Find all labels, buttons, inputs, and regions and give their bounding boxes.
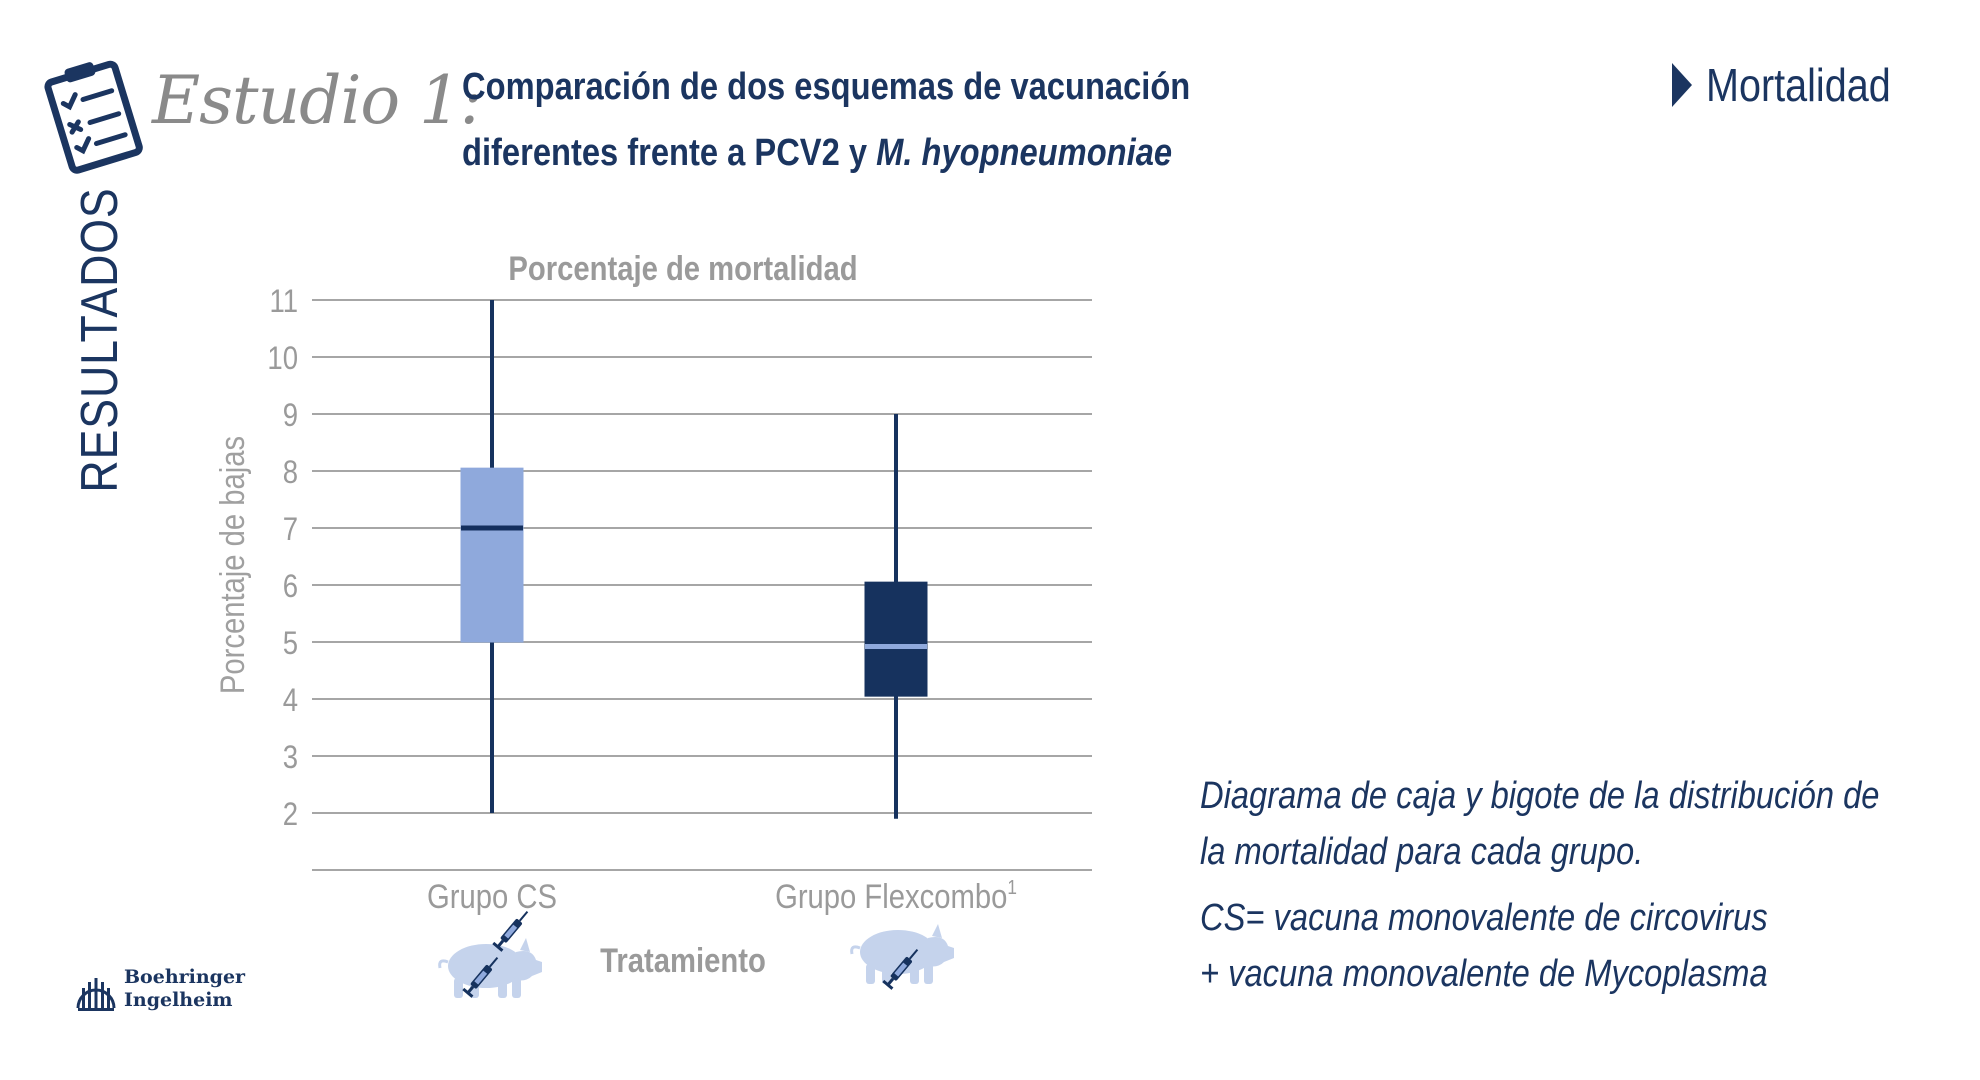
- y-tick-label: 8: [283, 455, 298, 490]
- note-line-1: Diagrama de caja y bigote de la distribu…: [1200, 775, 1880, 817]
- box-layer: [460, 300, 928, 819]
- icon-layer: [438, 910, 954, 998]
- syringe-icon: [882, 948, 919, 990]
- note-line-4: + vacuna monovalente de Mycoplasma: [1200, 953, 1768, 995]
- y-tick-label: 6: [283, 569, 298, 604]
- y-tick-label: 11: [269, 284, 298, 319]
- y-tick-label: 10: [267, 341, 298, 376]
- logo-text: Boehringer Ingelheim: [124, 966, 245, 1012]
- x-axis-label: Tratamiento: [600, 941, 766, 980]
- clipboard-checklist-icon: [44, 60, 143, 174]
- logo-line-2: Ingelheim: [124, 989, 233, 1011]
- label-layer: Porcentaje de mortalidad 2 3 4 5 6 7 8 9 10 11 Porc…: [213, 249, 1017, 980]
- syringe-icon: [462, 956, 499, 998]
- chart-notes: Diagrama de caja y bigote de la distribu…: [1200, 768, 1880, 1002]
- x-tick-label: Grupo CS: [427, 877, 557, 916]
- section-tag-label: Mortalidad: [1706, 59, 1891, 111]
- y-tick-label: 5: [283, 626, 298, 661]
- y-tick-label: 3: [283, 740, 298, 775]
- chart-title: Porcentaje de mortalidad: [508, 249, 857, 288]
- title-line-1: Comparación de dos esquemas de vacunació…: [462, 66, 1191, 108]
- title-line-2-italic: M. hyopneumoniae: [876, 132, 1173, 174]
- title-line-2-plain: diferentes frente a PCV2 y: [462, 132, 877, 174]
- box: [864, 581, 928, 697]
- pig-one-syringe-icon: [850, 924, 954, 984]
- box: [460, 467, 524, 643]
- y-tick-label: 2: [283, 797, 298, 832]
- note-line-3: CS= vacuna monovalente de circovirus: [1200, 897, 1768, 939]
- section-tag: Mortalidad: [1672, 58, 1921, 112]
- x-tick-label: Grupo Flexcombo1: [775, 876, 1017, 916]
- logo-line-1: Boehringer: [124, 966, 246, 988]
- y-axis-label: Porcentaje de bajas: [213, 436, 252, 694]
- play-triangle-icon: [1672, 63, 1692, 107]
- study-label: Estudio 1:: [152, 62, 482, 139]
- y-tick-label: 4: [283, 683, 298, 718]
- syringe-icon: [492, 910, 529, 952]
- note-line-2: la mortalidad para cada grupo.: [1200, 831, 1644, 873]
- y-tick-label: 9: [283, 398, 298, 433]
- grid-layer: [312, 299, 1092, 871]
- title-line-2: diferentes frente a PCV2 y M. hyopneumon…: [462, 120, 1236, 186]
- page-title: Comparación de dos esquemas de vacunació…: [462, 54, 1236, 186]
- x-tick-superscript: 1: [1007, 876, 1017, 899]
- boehringer-logo-icon: [76, 978, 116, 1011]
- y-tick-label: 7: [283, 512, 298, 547]
